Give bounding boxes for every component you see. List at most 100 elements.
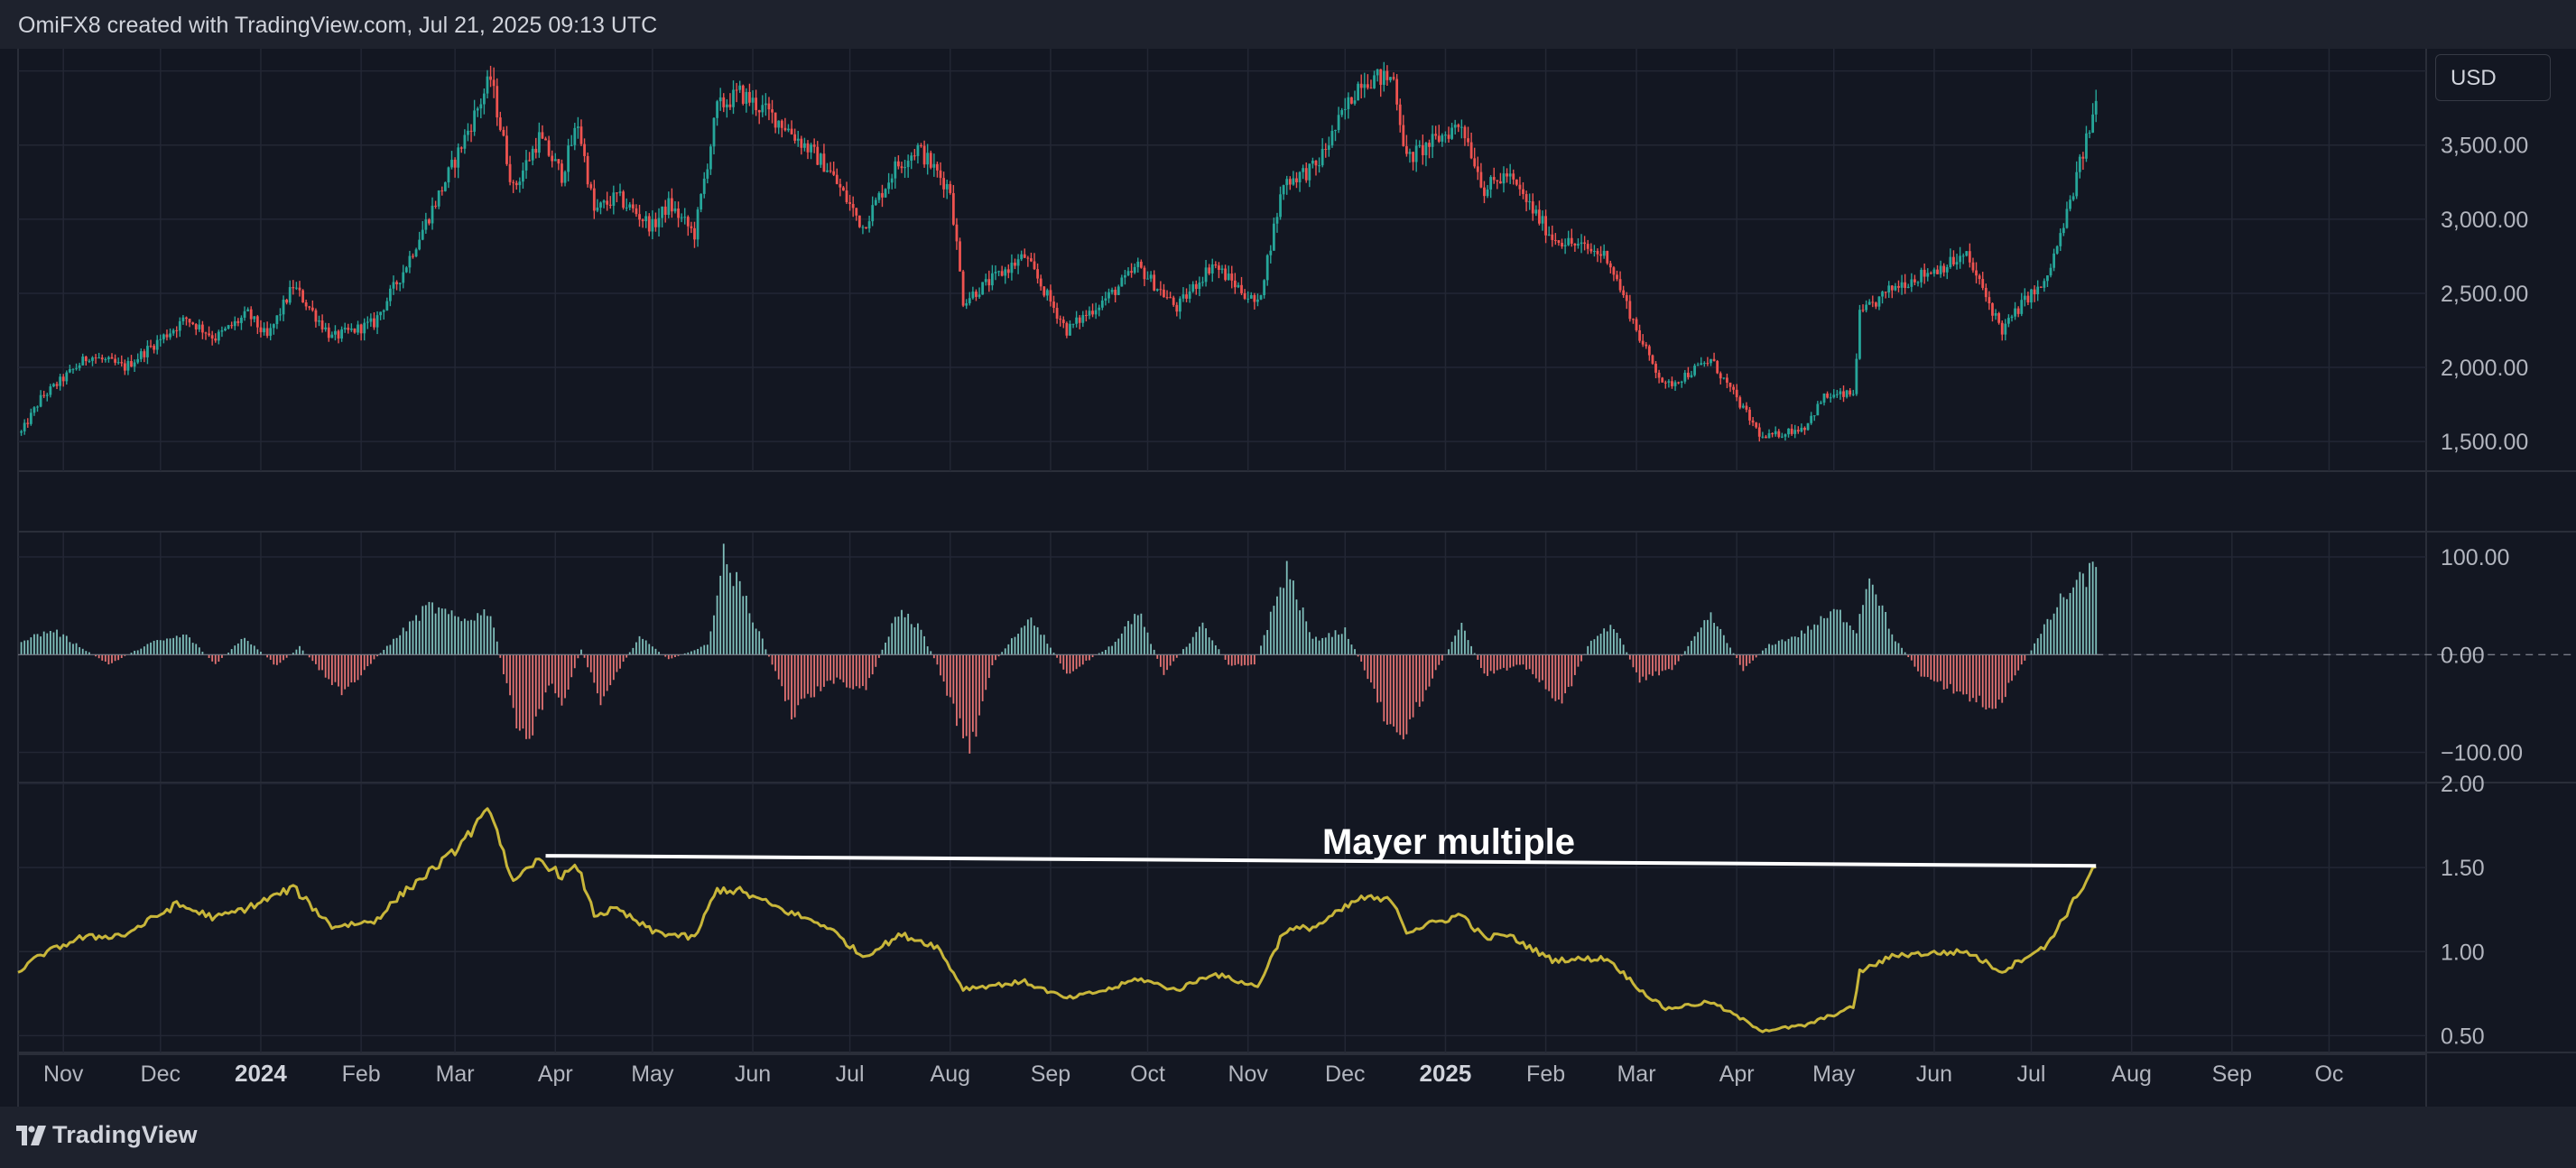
price-candle-body (877, 192, 881, 200)
price-candle-body (1311, 160, 1314, 164)
price-candle-body (826, 170, 829, 172)
price-candle-body (1920, 269, 1923, 283)
price-candle-body (1133, 266, 1136, 273)
price-candle-body (1945, 267, 1949, 273)
price-candle-body (757, 110, 761, 113)
price-candle-body (104, 358, 107, 360)
price-candle-body (1553, 239, 1557, 241)
price-candle-body (279, 314, 282, 316)
price-candle-body (1906, 286, 1910, 288)
price-candle-body (1117, 286, 1120, 295)
price-candle-body (1726, 377, 1728, 383)
price-candle-body (1632, 319, 1635, 320)
price-candle-body (1237, 284, 1240, 288)
price-candle-body (1324, 148, 1328, 150)
currency-selector-button[interactable]: USD (2435, 54, 2551, 101)
price-candle-body (1320, 148, 1324, 166)
price-candle-body (2004, 323, 2007, 335)
price-candle-body (631, 204, 635, 209)
price-candle-body (1959, 255, 1962, 263)
price-candle-body (1671, 381, 1673, 386)
price-candle-body (528, 160, 531, 162)
price-candle-body (951, 192, 955, 225)
price-candle-body (424, 219, 428, 230)
price-candle-body (1185, 294, 1188, 299)
price-candle-body (644, 216, 648, 222)
price-candle-body (1784, 434, 1787, 437)
price-candle-body (498, 117, 502, 130)
price-candle-body (1910, 279, 1913, 287)
price-candle-body (1608, 263, 1612, 268)
price-candle-body (567, 145, 570, 172)
price-candle-body (1790, 428, 1793, 434)
price-candle-body (939, 170, 942, 179)
price-candle-body (1955, 262, 1959, 264)
price-candle-body (421, 229, 424, 240)
price-candle-body (1282, 185, 1285, 195)
price-candle-body (2014, 308, 2016, 317)
price-candle-body (1340, 110, 1344, 116)
price-candle-body (929, 153, 932, 168)
price-candle-body (2010, 316, 2014, 319)
price-candle-body (512, 181, 515, 183)
price-candle-body (712, 117, 716, 147)
price-candle-body (214, 338, 218, 341)
price-candle-body (1298, 171, 1302, 182)
price-candle-body (1845, 390, 1849, 397)
price-candle-body (126, 360, 130, 371)
price-candle-body (120, 362, 124, 364)
price-candle-body (1625, 295, 1628, 301)
price-candle-body (204, 332, 208, 334)
price-candle-body (1016, 259, 1020, 266)
price-candle-body (1667, 381, 1671, 383)
price-candle-body (1126, 271, 1130, 276)
price-candle-body (1094, 310, 1098, 315)
price-candle-body (292, 287, 295, 289)
price-candle-body (2059, 233, 2062, 246)
x-axis-label: Feb (1526, 1061, 1565, 1087)
price-candle-body (1159, 289, 1163, 291)
price-candle-body (1010, 263, 1014, 273)
price-candle-body (913, 155, 916, 157)
price-candle-body (1269, 250, 1273, 255)
price-candle-body (1515, 179, 1518, 185)
price-candle-body (887, 182, 891, 190)
price-candle-body (294, 287, 298, 289)
price-candle-body (382, 310, 385, 312)
price-candle-body (249, 309, 253, 320)
price-candle-body (476, 108, 479, 111)
price-candle-body (408, 255, 412, 268)
price-candle-body (955, 224, 959, 242)
price-candle-body (1732, 386, 1735, 390)
price-candle-body (1469, 142, 1473, 159)
price-candle-body (224, 328, 227, 331)
price-candle-body (42, 394, 46, 396)
price-candle-body (728, 104, 732, 107)
price-candle-body (949, 183, 952, 193)
price-candle-body (1506, 173, 1508, 177)
price-candle-body (741, 85, 745, 104)
price-candle-body (1561, 242, 1563, 247)
tradingview-logo[interactable]: TradingView (16, 1121, 198, 1149)
price-candle-body (1975, 270, 1978, 276)
price-candle-body (1796, 430, 1800, 432)
price-candle-body (745, 91, 748, 104)
price-candle-body (1806, 422, 1810, 431)
price-candle-body (1124, 275, 1126, 278)
price-candle-body (1220, 268, 1224, 270)
price-candle-body (1812, 415, 1816, 417)
price-candle-body (800, 138, 803, 148)
price-candle-body (1702, 363, 1706, 365)
price-candle-body (547, 140, 551, 156)
price-candle-body (1645, 344, 1648, 347)
price-candle-body (1592, 251, 1596, 253)
price-candle-body (1628, 301, 1632, 320)
price-candle-body (198, 324, 201, 329)
price-candle-body (233, 320, 236, 327)
price-candle-body (2033, 289, 2036, 295)
price-candle-body (1777, 431, 1781, 438)
price-candle-body (561, 163, 563, 183)
mayer-multiple-line (17, 807, 2097, 1034)
mayer-axis-label: 0.50 (2441, 1024, 2485, 1049)
